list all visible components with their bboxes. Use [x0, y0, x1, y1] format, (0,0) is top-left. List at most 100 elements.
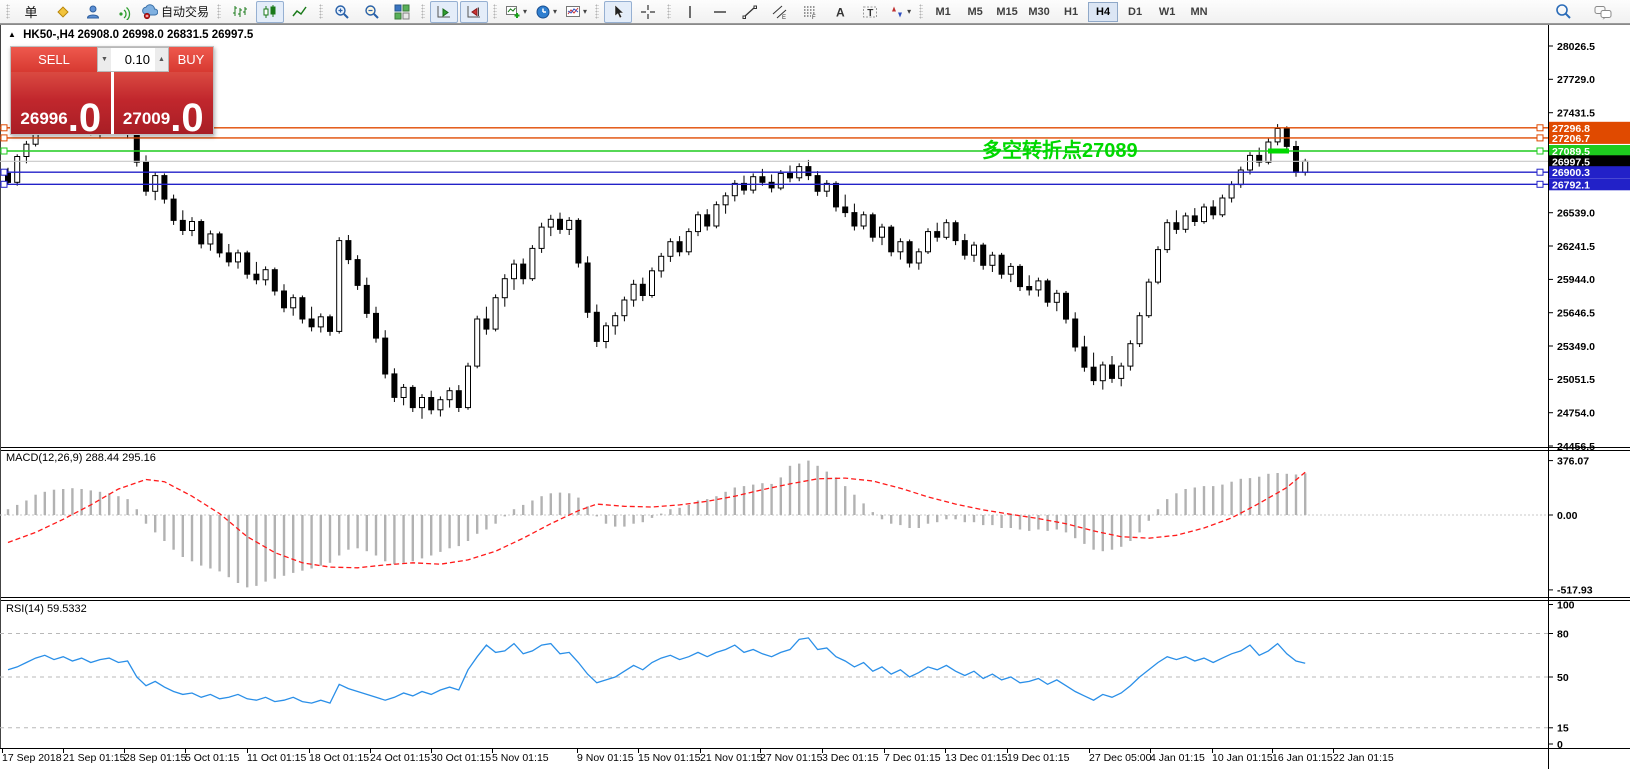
candle: [897, 241, 904, 253]
timeframe-m15[interactable]: M15: [996, 5, 1018, 18]
price-scale[interactable]: 28026.5 27729.0 27431.5 26539.0 26241.5 25944…: [1549, 41, 1630, 453]
horizontal-line-icon[interactable]: [706, 1, 734, 23]
profiles-icon[interactable]: ▾: [532, 1, 560, 23]
candle: [998, 254, 1005, 275]
level-anchor-right[interactable]: [1536, 134, 1544, 142]
candle: [915, 251, 922, 264]
zoom-out-icon[interactable]: [358, 1, 386, 23]
rsi-scale-label: 100: [1557, 599, 1575, 611]
toolbar-grip: [319, 4, 324, 19]
candle: [363, 284, 370, 314]
candle: [851, 212, 858, 227]
timeframe-m30[interactable]: M30: [1028, 5, 1050, 18]
order-menu-text[interactable]: 单: [24, 5, 38, 20]
collapse-triangle-icon[interactable]: ▲: [8, 30, 16, 39]
green-line-segment[interactable]: [1268, 148, 1289, 154]
price-badge-text: 27296.8: [1552, 123, 1590, 135]
fibonacci-icon[interactable]: F: [796, 1, 824, 23]
candle: [419, 397, 425, 409]
macd-signal-line: [7, 471, 1306, 569]
volume-decrease-button[interactable]: ▼: [98, 48, 111, 71]
timeframe-d1[interactable]: D1: [1128, 5, 1143, 18]
indicators-icon[interactable]: ▾: [562, 1, 590, 23]
autotrading-icon[interactable]: 自动交易: [139, 1, 212, 23]
zoom-in-icon[interactable]: [328, 1, 356, 23]
price-tick: 25646.5: [1557, 308, 1595, 320]
chat-icon[interactable]: [1589, 1, 1617, 23]
timeframe-mn[interactable]: MN: [1190, 5, 1208, 18]
timeframe-h1[interactable]: H1: [1064, 5, 1079, 18]
cursor-icon[interactable]: [604, 0, 633, 23]
line-chart-icon[interactable]: [286, 1, 314, 23]
candle: [391, 373, 398, 398]
candle: [750, 176, 757, 191]
new-order-icon[interactable]: [49, 1, 77, 23]
candle: [1099, 364, 1106, 382]
time-axis-label: 10 Jan 01:15: [1212, 752, 1273, 764]
sell-price-button[interactable]: 26996.0: [11, 72, 111, 138]
candle: [1118, 365, 1125, 379]
volume-input[interactable]: 0.10: [111, 48, 155, 71]
candle: [989, 254, 996, 266]
text-label-icon[interactable]: T: [856, 1, 884, 23]
timeframe-w1[interactable]: W1: [1158, 5, 1176, 18]
level-anchor-right[interactable]: [1536, 168, 1544, 176]
candle: [833, 182, 839, 208]
candle: [235, 252, 241, 263]
level-anchor-left[interactable]: [0, 168, 8, 176]
trendline-icon[interactable]: [736, 1, 764, 23]
buy-price-button[interactable]: 27009.0: [113, 72, 213, 138]
chart-plot-area[interactable]: [0, 26, 1548, 746]
candle: [373, 312, 379, 339]
candle: [143, 161, 149, 192]
crosshair-icon[interactable]: [634, 1, 662, 23]
price-badge-text: 26792.1: [1552, 179, 1590, 191]
time-axis-label: 13 Dec 01:15: [945, 752, 1008, 764]
rsi-scale-label: 15: [1557, 723, 1569, 735]
dropdown-arrow-icon[interactable]: ▾: [907, 7, 912, 16]
candle: [382, 337, 389, 375]
vertical-line-icon[interactable]: [676, 1, 704, 23]
level-anchor-left[interactable]: [0, 124, 8, 132]
trade-panel-price-row: 26996.0 27009.0: [11, 72, 213, 138]
candle: [787, 172, 793, 179]
svg-text:T: T: [867, 7, 873, 18]
level-anchor-left[interactable]: [0, 134, 8, 142]
annotation-text[interactable]: 多空转折点27089: [982, 138, 1138, 162]
signals-icon[interactable]: [109, 1, 137, 23]
level-anchor-left[interactable]: [0, 147, 8, 155]
level-anchor-right[interactable]: [1536, 147, 1544, 155]
candle: [189, 221, 195, 231]
bar-chart-icon[interactable]: [226, 1, 254, 23]
arrows-icon[interactable]: ▾: [886, 1, 914, 23]
candlestick-chart-icon[interactable]: [256, 0, 285, 23]
volume-increase-button[interactable]: ▲: [155, 48, 168, 71]
price-tick: 27729.0: [1557, 74, 1595, 86]
dropdown-arrow-icon[interactable]: ▾: [583, 7, 588, 16]
channel-icon[interactable]: E: [766, 1, 794, 23]
tile-windows-icon[interactable]: [388, 1, 416, 23]
candle: [888, 226, 895, 253]
candle: [814, 175, 821, 192]
dropdown-arrow-icon[interactable]: ▾: [553, 7, 558, 16]
dropdown-arrow-icon[interactable]: ▾: [523, 7, 528, 16]
new-chart-icon[interactable]: ▾: [502, 1, 530, 23]
buy-button[interactable]: BUY: [169, 47, 213, 72]
sell-button[interactable]: SELL: [11, 47, 97, 72]
candle: [1035, 280, 1042, 291]
candle: [14, 156, 21, 183]
profile-icon[interactable]: [79, 1, 107, 23]
search-icon[interactable]: [1549, 1, 1577, 23]
candle: [603, 325, 609, 342]
timeframe-h4[interactable]: H4: [1088, 1, 1119, 22]
timeframe-m5[interactable]: M5: [967, 5, 983, 18]
text-icon[interactable]: A: [826, 1, 854, 23]
time-axis-label: 19 Dec 01:15: [1007, 752, 1070, 764]
level-anchor-right[interactable]: [1536, 124, 1544, 132]
timeframe-m1[interactable]: M1: [935, 5, 951, 18]
chart-shift-icon[interactable]: [460, 0, 489, 23]
level-anchor-right[interactable]: [1536, 180, 1544, 188]
level-anchor-left[interactable]: [0, 180, 8, 188]
auto-scroll-icon[interactable]: [430, 0, 459, 23]
